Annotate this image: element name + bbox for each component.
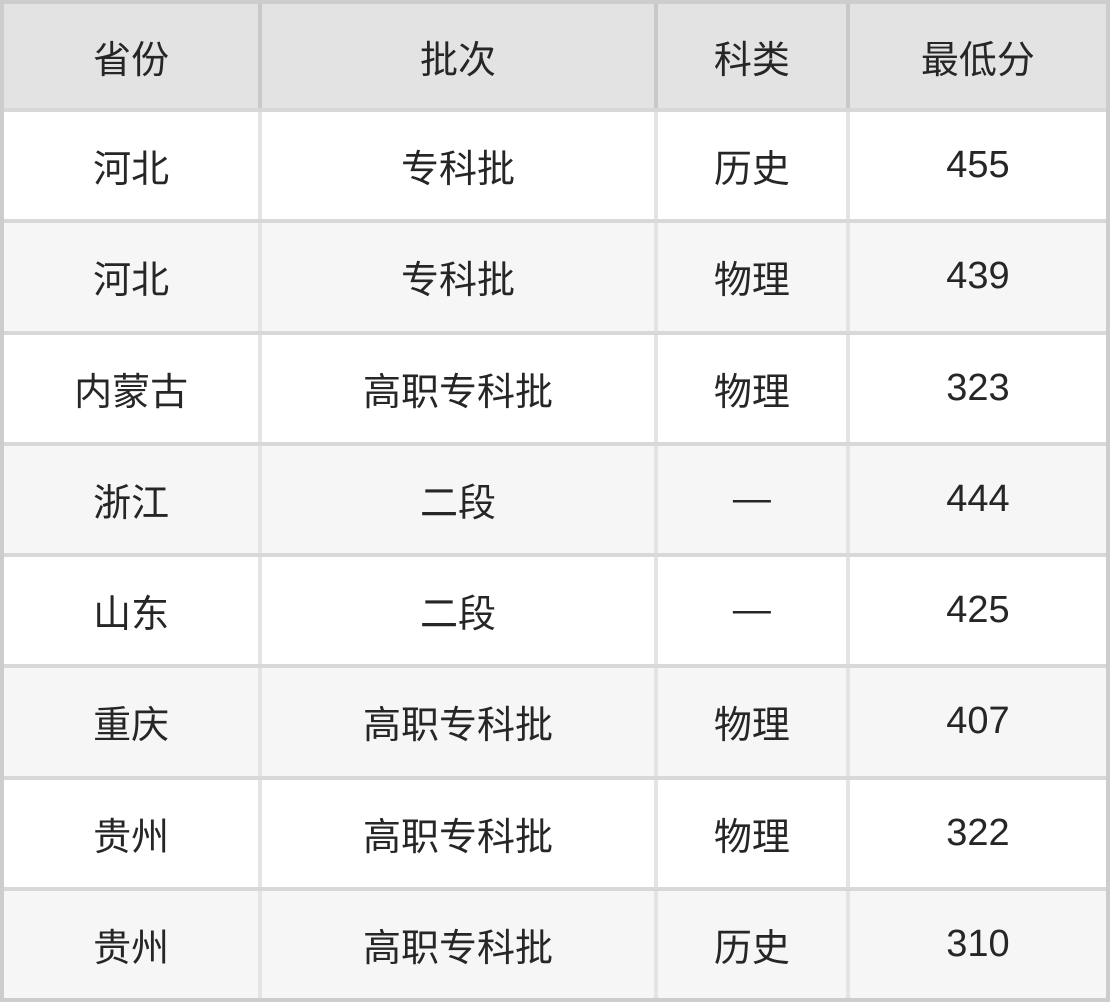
- batch-cell: 高职专科批: [262, 779, 654, 887]
- subject-cell: —: [657, 445, 846, 553]
- batch-cell: 高职专科批: [262, 334, 654, 442]
- subject-cell: 历史: [657, 112, 846, 220]
- subject-cell: 物理: [657, 779, 846, 887]
- table-row: 山东 二段 — 425: [4, 553, 1106, 665]
- table-row: 重庆 高职专科批 物理 407: [4, 664, 1106, 776]
- batch-cell: 专科批: [262, 223, 654, 331]
- province-cell: 河北: [4, 112, 259, 220]
- province-cell: 浙江: [4, 445, 259, 553]
- subject-cell: 历史: [657, 890, 846, 998]
- column-header-province: 省份: [4, 4, 259, 108]
- province-cell: 贵州: [4, 890, 259, 998]
- province-cell: 山东: [4, 557, 259, 665]
- table-row: 贵州 高职专科批 物理 322: [4, 775, 1106, 887]
- batch-cell: 二段: [262, 445, 654, 553]
- column-header-batch: 批次: [262, 4, 654, 108]
- min-score-cell: 444: [849, 445, 1106, 553]
- min-score-cell: 322: [849, 779, 1106, 887]
- table-row: 内蒙古 高职专科批 物理 323: [4, 330, 1106, 442]
- min-score-cell: 455: [849, 112, 1106, 220]
- min-score-cell: 407: [849, 668, 1106, 776]
- min-score-cell: 425: [849, 557, 1106, 665]
- column-header-subject: 科类: [657, 4, 846, 108]
- batch-cell: 二段: [262, 557, 654, 665]
- subject-cell: 物理: [657, 223, 846, 331]
- subject-cell: —: [657, 557, 846, 665]
- table-row: 河北 专科批 物理 439: [4, 219, 1106, 331]
- min-score-cell: 439: [849, 223, 1106, 331]
- province-cell: 重庆: [4, 668, 259, 776]
- table-header-row: 省份 批次 科类 最低分: [4, 4, 1106, 108]
- table-row: 浙江 二段 — 444: [4, 441, 1106, 553]
- province-cell: 内蒙古: [4, 334, 259, 442]
- batch-cell: 专科批: [262, 112, 654, 220]
- province-cell: 贵州: [4, 779, 259, 887]
- subject-cell: 物理: [657, 334, 846, 442]
- min-score-cell: 323: [849, 334, 1106, 442]
- table-row: 贵州 高职专科批 历史 310: [4, 886, 1106, 998]
- min-score-cell: 310: [849, 890, 1106, 998]
- province-cell: 河北: [4, 223, 259, 331]
- batch-cell: 高职专科批: [262, 890, 654, 998]
- batch-cell: 高职专科批: [262, 668, 654, 776]
- subject-cell: 物理: [657, 668, 846, 776]
- column-header-min-score: 最低分: [849, 4, 1106, 108]
- table-row: 河北 专科批 历史 455: [4, 108, 1106, 220]
